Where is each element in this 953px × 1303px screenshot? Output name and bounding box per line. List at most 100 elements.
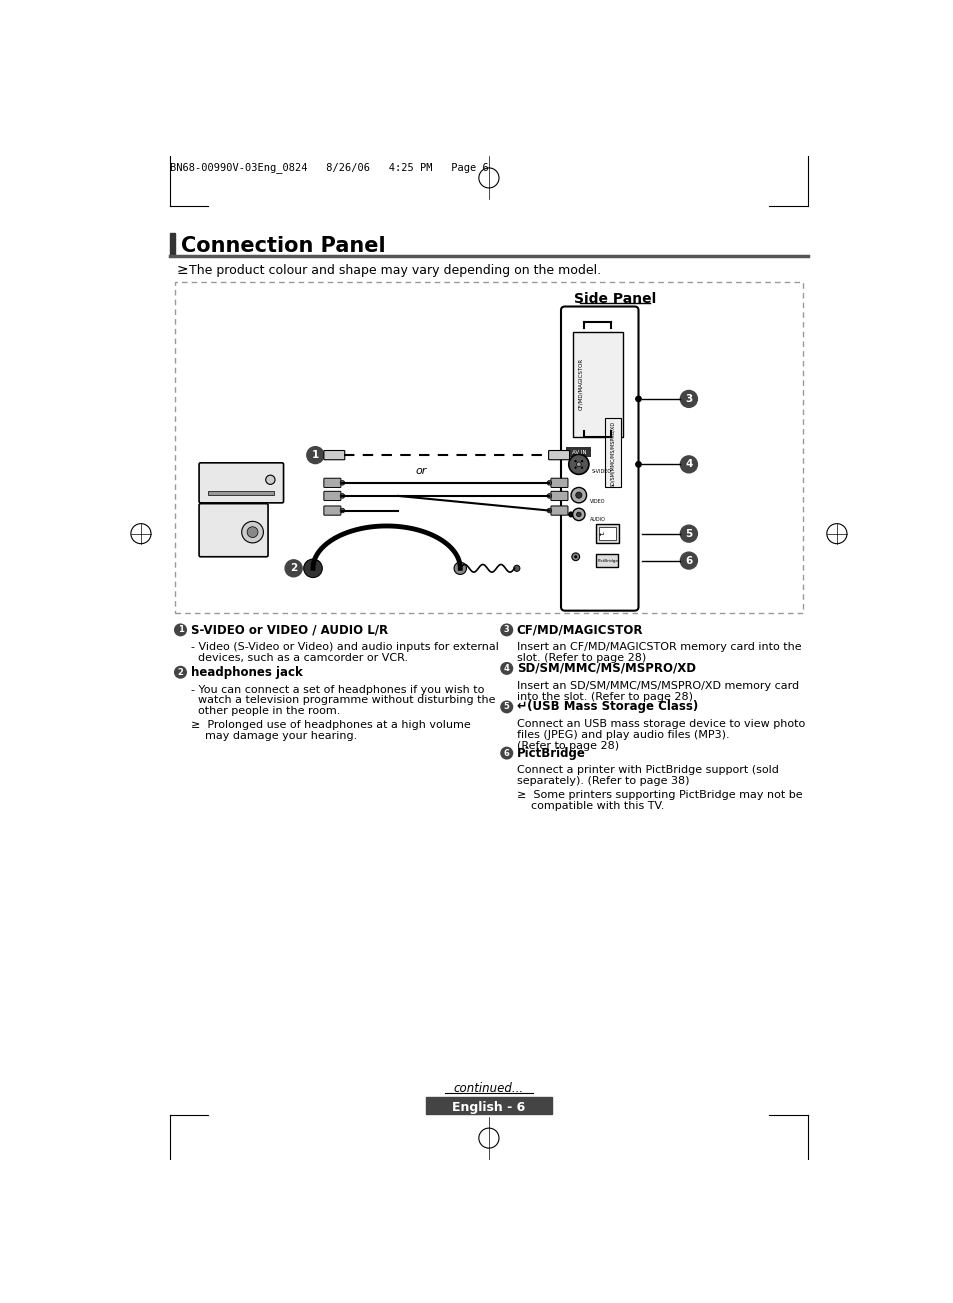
Text: Side Panel: Side Panel (574, 292, 656, 306)
Text: 3: 3 (503, 625, 509, 635)
Circle shape (679, 456, 697, 473)
Text: may damage your hearing.: may damage your hearing. (191, 731, 356, 741)
Text: Insert an CF/MD/MAGICSTOR memory card into the: Insert an CF/MD/MAGICSTOR memory card in… (517, 642, 801, 653)
Circle shape (679, 552, 697, 569)
Bar (596, 524, 618, 543)
Text: 1: 1 (177, 625, 183, 635)
Text: slot. (Refer to page 28): slot. (Refer to page 28) (517, 653, 645, 663)
Circle shape (546, 508, 551, 513)
Text: 6: 6 (503, 749, 509, 757)
Text: BN68-00990V-03Eng_0824   8/26/06   4:25 PM   Page 6: BN68-00990V-03Eng_0824 8/26/06 4:25 PM P… (170, 163, 488, 173)
Text: ≥: ≥ (176, 263, 188, 278)
Circle shape (568, 455, 588, 474)
Circle shape (571, 552, 579, 560)
Text: 6: 6 (684, 555, 692, 566)
Circle shape (500, 701, 512, 713)
Circle shape (500, 748, 512, 758)
Circle shape (576, 512, 580, 517)
FancyBboxPatch shape (323, 491, 340, 500)
Circle shape (500, 663, 512, 674)
FancyBboxPatch shape (199, 463, 283, 503)
Circle shape (679, 391, 697, 408)
FancyBboxPatch shape (550, 491, 567, 500)
Text: Connect a printer with PictBridge support (sold: Connect a printer with PictBridge suppor… (517, 765, 778, 775)
FancyBboxPatch shape (548, 451, 569, 460)
Text: ≥  Prolonged use of headphones at a high volume: ≥ Prolonged use of headphones at a high … (191, 721, 470, 730)
Text: compatible with this TV.: compatible with this TV. (517, 801, 663, 810)
Circle shape (241, 521, 263, 543)
Text: VIDEO: VIDEO (590, 499, 605, 504)
Text: Connection Panel: Connection Panel (181, 236, 385, 257)
FancyBboxPatch shape (199, 504, 268, 556)
Text: (USB Mass Storage Class): (USB Mass Storage Class) (522, 701, 698, 714)
Text: ≥  Some printers supporting PictBridge may not be: ≥ Some printers supporting PictBridge ma… (517, 790, 801, 800)
Text: - Video (S-Video or Video) and audio inputs for external: - Video (S-Video or Video) and audio inp… (191, 642, 497, 653)
FancyBboxPatch shape (323, 478, 340, 487)
Text: headphones jack: headphones jack (191, 666, 302, 679)
Text: - You can connect a set of headphones if you wish to: - You can connect a set of headphones if… (191, 684, 483, 694)
Text: The product colour and shape may vary depending on the model.: The product colour and shape may vary de… (189, 263, 600, 276)
FancyBboxPatch shape (550, 506, 567, 515)
Bar (208, 490, 274, 495)
Circle shape (635, 396, 640, 401)
Text: continued...: continued... (454, 1081, 523, 1095)
Circle shape (580, 466, 582, 469)
FancyBboxPatch shape (550, 478, 567, 487)
Circle shape (580, 460, 582, 463)
Text: separately). (Refer to page 38): separately). (Refer to page 38) (517, 777, 689, 786)
Circle shape (575, 493, 581, 498)
Bar (426, 1097, 551, 1114)
Circle shape (247, 526, 257, 538)
Bar (598, 528, 616, 539)
Circle shape (174, 624, 186, 636)
Circle shape (635, 461, 640, 466)
Circle shape (285, 560, 302, 577)
Circle shape (340, 481, 344, 485)
Text: or: or (416, 465, 427, 476)
Circle shape (572, 508, 584, 521)
Text: 5: 5 (503, 702, 509, 711)
Text: ↵: ↵ (598, 532, 603, 537)
Text: AV IN: AV IN (571, 451, 585, 455)
FancyBboxPatch shape (560, 306, 638, 611)
FancyBboxPatch shape (323, 506, 340, 515)
Circle shape (307, 447, 323, 464)
Text: AUDIO: AUDIO (590, 517, 606, 523)
Text: PictBridge: PictBridge (597, 559, 618, 563)
Circle shape (574, 555, 577, 558)
Text: 5: 5 (684, 529, 692, 538)
Circle shape (546, 494, 551, 498)
Bar (566, 447, 591, 456)
Circle shape (574, 460, 577, 463)
Text: 1: 1 (312, 450, 318, 460)
Text: 4: 4 (684, 460, 692, 469)
Circle shape (574, 466, 577, 469)
Bar (596, 555, 617, 567)
Text: SD/SM/MMC/MS/MSPRO/XD: SD/SM/MMC/MS/MSPRO/XD (610, 421, 615, 486)
Text: (Refer to page 28): (Refer to page 28) (517, 741, 618, 751)
Text: devices, such as a camcorder or VCR.: devices, such as a camcorder or VCR. (191, 653, 407, 663)
Text: CF/MD/MAGICSTOR: CF/MD/MAGICSTOR (517, 623, 642, 636)
Circle shape (576, 463, 580, 466)
Bar (604, 418, 620, 487)
Text: English - 6: English - 6 (452, 1101, 525, 1114)
Text: into the slot. (Refer to page 28): into the slot. (Refer to page 28) (517, 692, 692, 701)
Circle shape (568, 512, 573, 517)
Circle shape (500, 624, 512, 636)
Text: files (JPEG) and play audio files (MP3).: files (JPEG) and play audio files (MP3). (517, 730, 729, 740)
Text: 4: 4 (503, 665, 509, 672)
Circle shape (454, 562, 466, 575)
Circle shape (266, 476, 274, 485)
Bar (174, 281, 802, 612)
Text: other people in the room.: other people in the room. (191, 706, 339, 717)
FancyBboxPatch shape (323, 451, 344, 460)
Text: S-VIDEO or VIDEO / AUDIO L/R: S-VIDEO or VIDEO / AUDIO L/R (191, 623, 387, 636)
Text: ↵: ↵ (517, 701, 527, 714)
Circle shape (679, 525, 697, 542)
Text: Connect an USB mass storage device to view photo: Connect an USB mass storage device to vi… (517, 719, 804, 730)
Circle shape (303, 559, 322, 577)
Text: S-VIDEO: S-VIDEO (592, 469, 612, 474)
Text: Insert an SD/SM/MMC/MS/MSPRO/XD memory card: Insert an SD/SM/MMC/MS/MSPRO/XD memory c… (517, 680, 798, 691)
Text: CF/MD/MAGICSTOR: CF/MD/MAGICSTOR (578, 358, 582, 410)
Bar (572, 332, 622, 438)
